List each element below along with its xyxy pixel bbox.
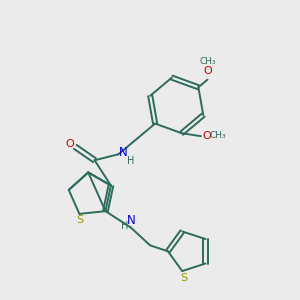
Text: N: N xyxy=(119,146,128,159)
Text: O: O xyxy=(65,139,74,149)
Text: H: H xyxy=(121,221,128,231)
Text: CH₃: CH₃ xyxy=(199,57,216,66)
Text: O: O xyxy=(203,66,212,76)
Text: S: S xyxy=(180,273,187,283)
Text: CH₃: CH₃ xyxy=(209,131,226,140)
Text: S: S xyxy=(77,215,84,225)
Text: N: N xyxy=(127,214,136,227)
Text: H: H xyxy=(127,156,134,166)
Text: O: O xyxy=(202,131,211,141)
